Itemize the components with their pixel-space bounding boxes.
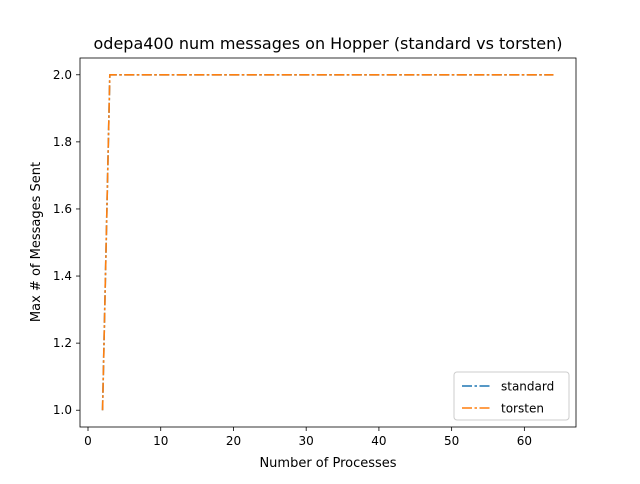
x-tick-label: 60 bbox=[517, 434, 532, 448]
plot-frame bbox=[79, 57, 577, 428]
y-tick-label: 1.0 bbox=[53, 403, 72, 417]
x-tick-label: 40 bbox=[371, 434, 386, 448]
x-tick-label: 10 bbox=[153, 434, 168, 448]
series-line-torsten bbox=[101, 73, 554, 411]
y-tick-label: 1.4 bbox=[53, 269, 72, 283]
plot-area bbox=[101, 73, 554, 411]
y-tick-label: 1.6 bbox=[53, 202, 72, 216]
x-tick-label: 50 bbox=[444, 434, 459, 448]
legend-label-torsten: torsten bbox=[501, 402, 544, 416]
x-tick-label: 30 bbox=[299, 434, 314, 448]
legend: standard torsten bbox=[453, 371, 570, 421]
legend-label-standard: standard bbox=[501, 380, 554, 394]
y-axis-label: Max # of Messages Sent bbox=[29, 162, 44, 322]
x-tick-label: 20 bbox=[226, 434, 241, 448]
x-tick-label: 0 bbox=[84, 434, 92, 448]
y-tick-label: 1.8 bbox=[53, 135, 72, 149]
x-axis-label: Number of Processes bbox=[259, 456, 396, 471]
axes: 0 10 20 30 40 50 60 1.0 1.2 1.4 1.6 1.8 2.0 bbox=[53, 57, 577, 448]
y-tick-label: 1.2 bbox=[53, 336, 72, 350]
chart-title: odepa400 num messages on Hopper (standar… bbox=[94, 34, 563, 53]
y-tick-label: 2.0 bbox=[53, 68, 72, 82]
